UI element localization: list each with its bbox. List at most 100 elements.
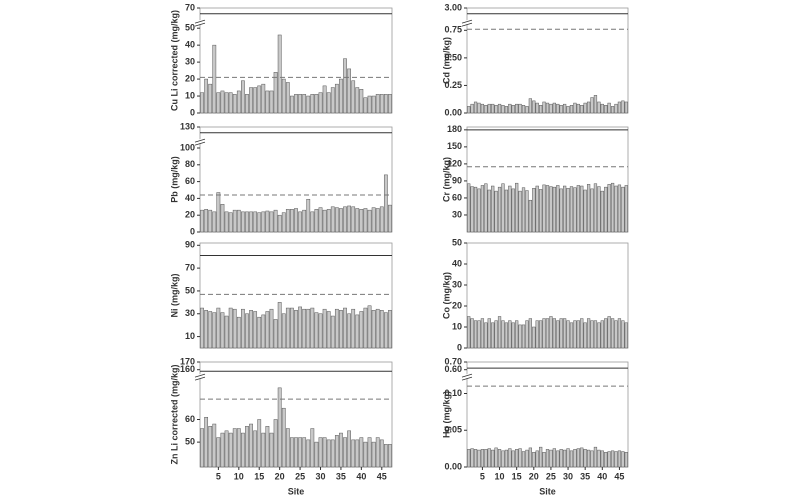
bar	[363, 97, 368, 114]
bar	[212, 312, 217, 349]
bar	[306, 308, 311, 349]
bar	[532, 100, 536, 114]
bar	[318, 207, 323, 233]
bar	[559, 449, 563, 468]
bar	[497, 186, 502, 233]
bar	[228, 92, 233, 114]
y-tick-label: 50	[185, 285, 195, 295]
bar	[273, 72, 278, 114]
bar	[253, 87, 258, 114]
axis-break	[195, 374, 205, 379]
bar	[355, 87, 360, 114]
x-tick-label: 5	[216, 471, 221, 481]
bar	[535, 102, 539, 114]
bar	[545, 318, 550, 349]
bar	[220, 312, 225, 349]
y-tick-label: 20	[185, 210, 195, 220]
bar	[265, 90, 270, 114]
y-axis-label: Zn Li corrected (mg/kg)	[169, 364, 179, 464]
bar	[497, 103, 502, 114]
bar	[363, 208, 368, 233]
bar	[569, 322, 574, 349]
y-axis-label: Cu Li corrected (mg/kg)	[169, 10, 179, 111]
bar	[355, 439, 360, 468]
bar	[552, 448, 556, 468]
bar	[277, 214, 282, 233]
y-tick-label: 0	[190, 226, 195, 236]
bar	[302, 209, 307, 233]
bar	[559, 188, 563, 233]
bar	[273, 319, 278, 349]
bar	[508, 103, 512, 114]
bar	[379, 206, 384, 233]
bar	[535, 320, 539, 349]
bar	[236, 90, 241, 114]
bar	[204, 416, 209, 468]
y-tick-label: 90	[452, 175, 462, 185]
bar	[621, 186, 625, 233]
bar	[334, 207, 339, 233]
x-tick-label: 10	[234, 471, 244, 481]
bar	[504, 322, 509, 349]
axis-break	[194, 19, 206, 27]
bar	[563, 449, 567, 468]
bar	[330, 87, 335, 114]
bar	[542, 452, 546, 468]
x-tick-label: 30	[316, 471, 326, 481]
bar	[200, 209, 204, 233]
bar	[224, 92, 229, 114]
x-tick-label: 10	[495, 471, 505, 481]
bar	[597, 322, 601, 349]
bar	[542, 184, 546, 233]
bar	[375, 208, 380, 233]
bar	[494, 190, 498, 233]
bar	[367, 95, 372, 114]
bar	[347, 430, 351, 468]
bar	[566, 188, 570, 233]
bar	[265, 426, 270, 468]
y-tick-label: 0.70	[444, 356, 462, 366]
bar	[383, 312, 388, 349]
bar	[563, 318, 567, 349]
y-tick-label: 170	[180, 356, 195, 366]
bar	[204, 78, 209, 114]
bar	[265, 210, 270, 233]
bar	[467, 183, 471, 233]
bar	[580, 318, 584, 349]
bar	[343, 307, 347, 349]
bar	[249, 423, 253, 468]
x-tick-label: 5	[480, 471, 485, 481]
bar	[310, 307, 315, 349]
y-tick-label: 0.60	[444, 364, 462, 374]
bar	[470, 318, 474, 349]
bar	[484, 322, 488, 349]
bar	[241, 211, 245, 233]
bar	[383, 94, 388, 114]
y-tick-label: 3.00	[444, 2, 462, 12]
y-tick-label: 80	[185, 159, 195, 169]
bar	[347, 68, 351, 114]
bar	[566, 320, 570, 349]
bar	[580, 185, 584, 233]
bar	[521, 324, 526, 349]
x-tick-label: 45	[614, 471, 624, 481]
bar	[228, 432, 233, 468]
bar	[515, 103, 519, 114]
bar	[375, 308, 380, 349]
x-axis-label: Site	[539, 486, 556, 496]
bar	[269, 211, 274, 233]
bar	[501, 183, 505, 233]
bar	[290, 437, 294, 468]
bar	[290, 209, 294, 233]
bar	[590, 450, 594, 468]
y-tick-label: 0.50	[444, 52, 462, 62]
bar	[261, 83, 266, 114]
bar	[487, 189, 491, 233]
bar	[359, 89, 364, 114]
bar	[359, 311, 364, 349]
bar	[216, 437, 221, 468]
bar	[388, 444, 392, 468]
bar	[532, 452, 536, 468]
bar	[624, 101, 628, 114]
bar	[583, 189, 587, 233]
